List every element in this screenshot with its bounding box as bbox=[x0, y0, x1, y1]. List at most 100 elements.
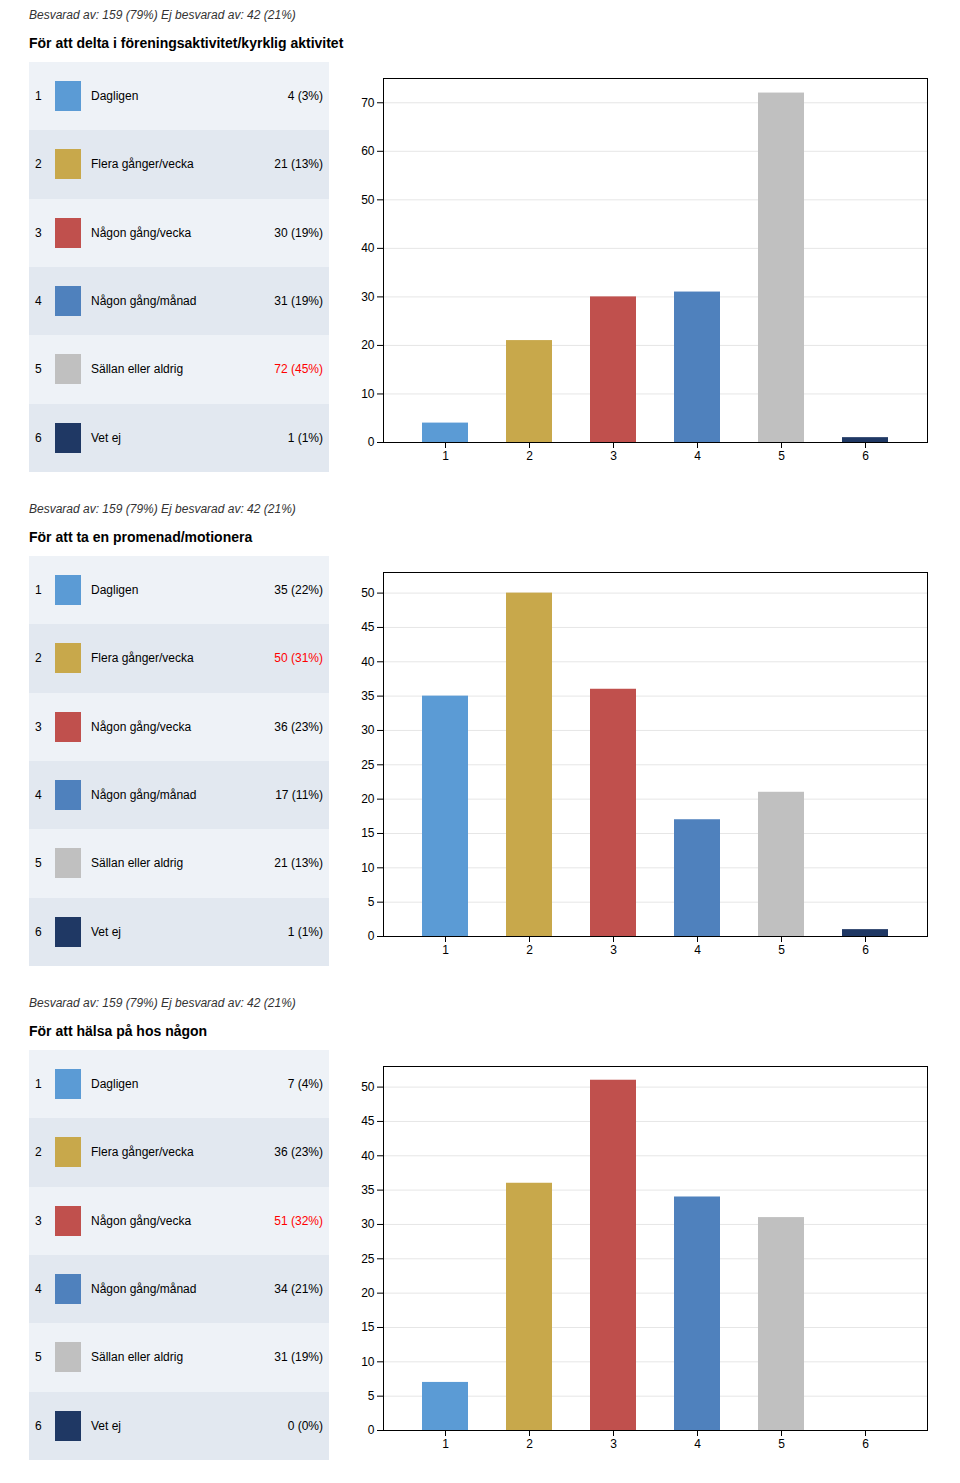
svg-text:50: 50 bbox=[361, 1080, 375, 1094]
html-text:Sällan eller aldrig: Sällan eller aldrig bbox=[91, 362, 184, 377]
html-text:72 (45%): 72 (45%) bbox=[274, 362, 323, 377]
svg-text:20: 20 bbox=[361, 338, 375, 352]
svg-text:20: 20 bbox=[361, 1286, 375, 1300]
html-text:För att hälsa på hos någon: För att hälsa på hos någon bbox=[29, 1023, 208, 1039]
html-text:1: 1 bbox=[35, 583, 42, 598]
html-text:Flera gånger/vecka: Flera gånger/vecka bbox=[91, 651, 194, 666]
svg-text:3: 3 bbox=[610, 943, 617, 957]
html-text:0 (0%): 0 (0%) bbox=[287, 1418, 323, 1433]
svg-text:2: 2 bbox=[526, 943, 533, 957]
svg-text:10: 10 bbox=[361, 1355, 375, 1369]
html-text:Vet ej: Vet ej bbox=[91, 924, 121, 939]
svg-text:4: 4 bbox=[694, 1437, 701, 1451]
svg-text:3: 3 bbox=[610, 1437, 617, 1451]
html-text:Någon gång/månad: Någon gång/månad bbox=[91, 788, 197, 803]
svg-text:0: 0 bbox=[368, 929, 375, 943]
html-text:Dagligen: Dagligen bbox=[91, 89, 139, 104]
svg-text:6: 6 bbox=[862, 449, 869, 463]
html-text:Dagligen: Dagligen bbox=[91, 583, 139, 598]
svg-text:10: 10 bbox=[361, 861, 375, 875]
svg-text:40: 40 bbox=[361, 655, 375, 669]
svg-text:25: 25 bbox=[361, 758, 375, 772]
svg-text:25: 25 bbox=[361, 1252, 375, 1266]
svg-text:6: 6 bbox=[862, 943, 869, 957]
html-text:4: 4 bbox=[35, 788, 42, 803]
svg-text:60: 60 bbox=[361, 144, 375, 158]
svg-text:1: 1 bbox=[442, 943, 449, 957]
svg-text:30: 30 bbox=[361, 290, 375, 304]
svg-text:70: 70 bbox=[361, 96, 375, 110]
html-text:Vet ej: Vet ej bbox=[91, 1418, 121, 1433]
html-text:Dagligen: Dagligen bbox=[91, 1077, 139, 1092]
html-text:2: 2 bbox=[35, 651, 42, 666]
html-text:1 (1%): 1 (1%) bbox=[287, 430, 323, 445]
html-text:Vet ej: Vet ej bbox=[91, 430, 121, 445]
svg-text:15: 15 bbox=[361, 1320, 375, 1334]
svg-text:40: 40 bbox=[361, 1149, 375, 1163]
svg-text:1: 1 bbox=[442, 449, 449, 463]
html-text:2: 2 bbox=[35, 157, 42, 172]
svg-text:5: 5 bbox=[368, 895, 375, 909]
html-text:Besvarad av: 159 (79%) Ej besv: Besvarad av: 159 (79%) Ej besvarad av: 4… bbox=[29, 502, 296, 516]
html-text:6: 6 bbox=[35, 430, 42, 445]
html-text:För att delta i föreningsaktiv: För att delta i föreningsaktivitet/kyrkl… bbox=[29, 35, 344, 51]
svg-text:5: 5 bbox=[778, 943, 785, 957]
svg-text:50: 50 bbox=[361, 586, 375, 600]
svg-text:10: 10 bbox=[361, 387, 375, 401]
svg-text:35: 35 bbox=[361, 689, 375, 703]
html-text:50 (31%): 50 (31%) bbox=[274, 651, 323, 666]
html-text:Någon gång/vecka: Någon gång/vecka bbox=[91, 719, 192, 734]
html-text:1 (1%): 1 (1%) bbox=[287, 924, 323, 939]
html-text:36 (23%): 36 (23%) bbox=[274, 719, 323, 734]
html-text:31 (19%): 31 (19%) bbox=[274, 1350, 323, 1365]
html-text:5: 5 bbox=[35, 362, 42, 377]
svg-text:4: 4 bbox=[694, 943, 701, 957]
svg-text:6: 6 bbox=[862, 1437, 869, 1451]
html-text:För att ta en promenad/motione: För att ta en promenad/motionera bbox=[29, 529, 253, 545]
html-text:3: 3 bbox=[35, 719, 42, 734]
svg-text:2: 2 bbox=[526, 449, 533, 463]
html-text:31 (19%): 31 (19%) bbox=[274, 294, 323, 309]
svg-text:5: 5 bbox=[368, 1389, 375, 1403]
html-text:Någon gång/vecka: Någon gång/vecka bbox=[91, 1213, 192, 1228]
svg-text:0: 0 bbox=[368, 1423, 375, 1437]
svg-text:4: 4 bbox=[694, 449, 701, 463]
svg-text:3: 3 bbox=[610, 449, 617, 463]
html-text:Någon gång/vecka: Någon gång/vecka bbox=[91, 225, 192, 240]
svg-text:30: 30 bbox=[361, 723, 375, 737]
html-text:30 (19%): 30 (19%) bbox=[274, 225, 323, 240]
html-text:Någon gång/månad: Någon gång/månad bbox=[91, 294, 197, 309]
svg-text:40: 40 bbox=[361, 241, 375, 255]
html-text:Sällan eller aldrig: Sällan eller aldrig bbox=[91, 1350, 184, 1365]
html-text:Flera gånger/vecka: Flera gånger/vecka bbox=[91, 157, 194, 172]
svg-text:30: 30 bbox=[361, 1217, 375, 1231]
svg-text:45: 45 bbox=[361, 1114, 375, 1128]
svg-text:35: 35 bbox=[361, 1183, 375, 1197]
html-text:4 (3%): 4 (3%) bbox=[287, 89, 323, 104]
html-text:Någon gång/månad: Någon gång/månad bbox=[91, 1282, 197, 1297]
html-text:3: 3 bbox=[35, 225, 42, 240]
svg-text:5: 5 bbox=[778, 449, 785, 463]
html-text:Besvarad av: 159 (79%) Ej besv: Besvarad av: 159 (79%) Ej besvarad av: 4… bbox=[29, 996, 296, 1010]
svg-text:20: 20 bbox=[361, 792, 375, 806]
html-text:21 (13%): 21 (13%) bbox=[274, 856, 323, 871]
svg-text:0: 0 bbox=[368, 435, 375, 449]
svg-text:2: 2 bbox=[526, 1437, 533, 1451]
html-text:51 (32%): 51 (32%) bbox=[274, 1213, 323, 1228]
svg-text:45: 45 bbox=[361, 620, 375, 634]
html-text:Besvarad av: 159 (79%) Ej besv: Besvarad av: 159 (79%) Ej besvarad av: 4… bbox=[29, 8, 296, 22]
html-text:21 (13%): 21 (13%) bbox=[274, 157, 323, 172]
html-text:4: 4 bbox=[35, 294, 42, 309]
svg-text:5: 5 bbox=[778, 1437, 785, 1451]
html-text:35 (22%): 35 (22%) bbox=[274, 583, 323, 598]
html-text:Flera gånger/vecka: Flera gånger/vecka bbox=[91, 1145, 194, 1160]
svg-text:50: 50 bbox=[361, 193, 375, 207]
html-text:1: 1 bbox=[35, 89, 42, 104]
html-text:36 (23%): 36 (23%) bbox=[274, 1145, 323, 1160]
html-text:34 (21%): 34 (21%) bbox=[274, 1282, 323, 1297]
svg-text:1: 1 bbox=[442, 1437, 449, 1451]
html-text:17 (11%): 17 (11%) bbox=[275, 788, 323, 803]
html-text:Sällan eller aldrig: Sällan eller aldrig bbox=[91, 856, 184, 871]
svg-text:15: 15 bbox=[361, 826, 375, 840]
html-text:7 (4%): 7 (4%) bbox=[287, 1077, 323, 1092]
